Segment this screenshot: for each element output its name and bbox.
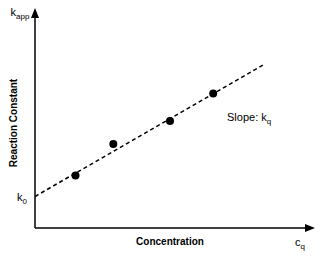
slope-label: Slope: kq [227,111,271,126]
x-axis [35,227,305,229]
y-symbol: kapp [11,6,30,21]
data-point [109,140,117,148]
intercept-label: k0 [17,191,28,206]
chart: kapp cq k0 Slope: kq Concentration Reaction C… [0,0,320,257]
trend-line [35,64,265,196]
x-symbol-sub: q [301,242,305,251]
y-symbol-sub: app [16,12,30,21]
slope-label-sub: q [267,117,271,126]
plot-area [35,64,265,196]
slope-label-text: Slope: [227,111,261,123]
x-arrow [305,224,315,232]
x-symbol: cq [295,236,305,251]
y-label: Reaction Constant [8,78,19,167]
x-label: Concentration [136,236,204,247]
intercept-label-sub: 0 [23,197,28,206]
y-arrow [31,8,39,18]
